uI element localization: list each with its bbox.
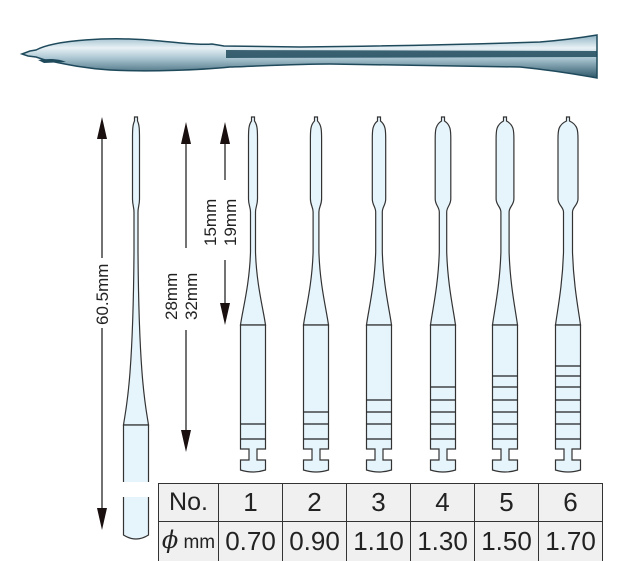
drill-shank	[365, 324, 393, 473]
drill-5	[491, 116, 519, 473]
dimension-arrows	[97, 117, 230, 530]
drill-working-part	[365, 116, 393, 326]
diameter-cell: 1.30	[410, 521, 475, 561]
drill-3	[365, 116, 393, 473]
drill-working-part	[554, 116, 582, 326]
drill-shank	[491, 324, 519, 473]
diameter-cell: 0.90	[282, 521, 347, 561]
working-length-label-19: 19mm	[221, 199, 240, 246]
arrowhead-down	[181, 430, 191, 452]
dimension-arrow	[220, 122, 230, 325]
arrowhead-down	[220, 303, 230, 325]
drill-2	[302, 116, 330, 473]
unit-label: mm	[183, 532, 216, 553]
number-cell: 6	[538, 483, 603, 522]
drill-shank	[429, 324, 457, 473]
shank-length-label-28: 28mm	[162, 273, 181, 320]
long-drill	[120, 116, 152, 540]
drill-working-part	[122, 116, 150, 426]
drill-working-part	[239, 116, 267, 326]
drill-shank	[302, 324, 330, 473]
dimension-labels: 60.5mm 28mm 32mm 15mm 19mm	[93, 199, 240, 325]
diameter-header-cell: ϕ mm	[158, 521, 219, 561]
drill-1	[239, 116, 267, 473]
shank-length-label-32: 32mm	[182, 273, 201, 320]
drill-6	[554, 116, 582, 473]
drill-4	[429, 116, 457, 473]
table-row-diameter: ϕ mm 0.70 0.90 1.10 1.30 1.50 1.70	[158, 521, 603, 561]
drill-working-part	[302, 116, 330, 326]
size-table: No. 1 2 3 4 5 6 ϕ mm 0.70 0.90 1.10 1.30…	[158, 483, 603, 561]
dimension-arrow	[181, 122, 191, 452]
instrument-photo	[19, 34, 598, 79]
number-cell: 1	[218, 483, 283, 522]
break-mark	[120, 482, 152, 497]
overall-length-label: 60.5mm	[93, 264, 112, 325]
phi-symbol: ϕ	[161, 526, 179, 554]
header-cell: No.	[158, 483, 219, 522]
diameter-cell: 1.70	[538, 521, 603, 561]
number-cell: 4	[410, 483, 475, 522]
drill-shank	[554, 324, 582, 473]
diameter-cell: 0.70	[218, 521, 283, 561]
number-cell: 5	[474, 483, 539, 522]
drill-working-part	[429, 116, 457, 326]
number-cell: 2	[282, 483, 347, 522]
drill-working-part	[491, 116, 519, 326]
arrowhead-down	[97, 508, 107, 530]
arrowhead-up	[97, 117, 107, 139]
arrowhead-up	[181, 122, 191, 144]
table-row-number: No. 1 2 3 4 5 6	[158, 483, 603, 522]
drills	[120, 116, 582, 540]
drill-shank	[239, 324, 267, 473]
number-cell: 3	[346, 483, 411, 522]
diameter-cell: 1.10	[346, 521, 411, 561]
working-length-label-15: 15mm	[201, 199, 220, 246]
diameter-cell: 1.50	[474, 521, 539, 561]
arrowhead-up	[220, 122, 230, 144]
dimension-arrow	[97, 117, 107, 530]
